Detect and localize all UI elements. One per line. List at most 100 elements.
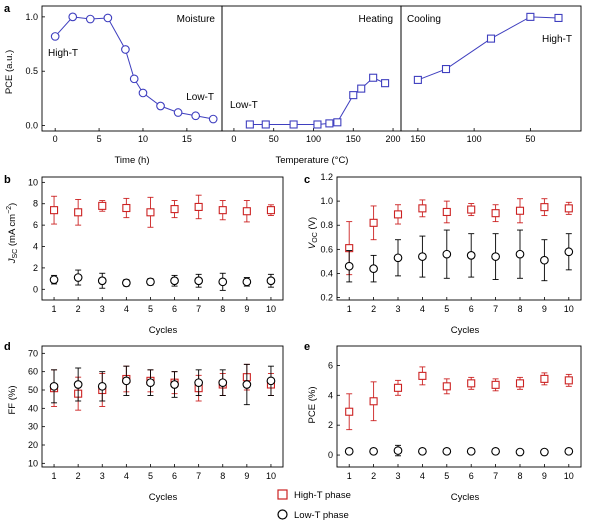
xlabel-b: Cycles (149, 325, 178, 336)
xtick-label-d-3: 4 (124, 471, 129, 481)
ylabel-b: JSC (mA cm−2) (6, 203, 19, 264)
point-d-low-1 (73, 380, 83, 389)
xtick-label-c-7: 8 (517, 304, 522, 314)
xtick-label-a-1: 5 (97, 134, 102, 144)
ytick-label-d-4: 50 (28, 385, 38, 395)
point-d-low-3 (121, 376, 131, 386)
xtick-label-e-7: 8 (517, 471, 522, 481)
point-a-8 (173, 108, 183, 117)
ylabel-b-sub: SC (12, 249, 19, 259)
panel-label-d: d (4, 341, 11, 353)
point-c-low-2 (393, 253, 403, 263)
xlabel-heating: Temperature (°C) (276, 155, 349, 166)
point-a-9 (191, 111, 201, 121)
point-e-high-9 (564, 376, 573, 385)
xtick-label-e-8: 9 (542, 471, 547, 481)
point-c-low-0 (344, 261, 354, 271)
xtick-label-a-heating-0: 0 (231, 134, 236, 144)
xtick-label-c-3: 4 (420, 304, 425, 314)
ytick-label-d-2: 30 (28, 422, 38, 432)
panel-label-b: b (4, 174, 11, 186)
xtick-label-d-7: 8 (220, 471, 225, 481)
series-line-a-cooling (417, 16, 559, 81)
point-a-heating-8 (369, 73, 378, 82)
xtick-label-d-1: 2 (76, 471, 81, 481)
xtick-label-c-1: 2 (371, 304, 376, 314)
label-low-t-heating: Low-T (230, 100, 258, 111)
point-a-1 (68, 12, 78, 22)
xtick-label-e-1: 2 (371, 471, 376, 481)
point-a-cooling-0 (413, 75, 422, 84)
annotation-cooling: Cooling (407, 14, 441, 25)
frame-d (41, 345, 284, 468)
point-c-low-3 (418, 252, 427, 261)
xlabel-e: Cycles (451, 492, 480, 503)
xtick-label-a-heating-4: 200 (386, 134, 401, 144)
point-c-low-7 (515, 249, 525, 259)
xtick-label-b-8: 9 (244, 304, 249, 314)
xtick-label-b-6: 7 (196, 304, 201, 314)
frame-a-cooling (400, 5, 582, 132)
point-c-high-8 (540, 203, 549, 212)
point-a-0 (50, 32, 60, 41)
point-e-low-1 (369, 446, 378, 456)
xtick-label-b-3: 4 (124, 304, 129, 314)
point-a-heating-3 (313, 120, 322, 129)
ytick-label-d-1: 20 (28, 440, 38, 450)
point-e-high-2 (393, 383, 403, 392)
ytick-label-b-1: 2 (33, 263, 38, 273)
xtick-label-b-9: 10 (266, 304, 276, 314)
xtick-label-a-2: 10 (138, 134, 148, 144)
xtick-label-d-0: 1 (52, 471, 57, 481)
xtick-label-d-6: 7 (196, 471, 201, 481)
ytick-label-e-2: 4 (328, 390, 333, 400)
point-c-low-4 (442, 249, 452, 259)
point-e-low-8 (540, 447, 549, 457)
xtick-label-d-5: 6 (172, 471, 177, 481)
point-b-low-8 (242, 277, 252, 287)
xtick-label-c-2: 3 (395, 304, 400, 314)
xtick-label-c-5: 6 (469, 304, 474, 314)
point-a-heating-5 (333, 118, 342, 127)
xtick-label-d-4: 5 (148, 471, 153, 481)
xtick-label-c-4: 5 (444, 304, 449, 314)
point-c-low-9 (564, 247, 574, 257)
point-b-high-9 (266, 206, 276, 215)
point-a-heating-1 (261, 120, 270, 129)
point-a-cooling-3 (526, 12, 535, 21)
xtick-label-e-4: 5 (444, 471, 449, 481)
point-e-low-3 (418, 446, 427, 456)
point-b-high-0 (49, 206, 59, 215)
label-high-t-cooling: High-T (542, 34, 572, 45)
ylabel-b-end: ) (7, 203, 18, 206)
ytick-label-a-1: 0.5 (25, 66, 38, 76)
point-a-3 (103, 13, 113, 23)
point-a-heating-2 (289, 120, 298, 129)
point-a-cooling-4 (554, 13, 563, 23)
ytick-label-c-3: 0.8 (320, 220, 333, 230)
ytick-label-e-0: 0 (328, 450, 333, 460)
ylabel-b-main: J (7, 258, 18, 264)
label-high-t-time: High-T (48, 48, 78, 59)
point-b-high-6 (194, 202, 203, 211)
xtick-label-a-cooling-1: 100 (467, 134, 482, 144)
point-b-high-7 (218, 206, 227, 215)
xlabel-c: Cycles (451, 325, 480, 336)
xtick-label-b-2: 3 (100, 304, 105, 314)
ytick-label-e-1: 2 (328, 420, 333, 430)
point-a-heating-0 (245, 120, 254, 129)
point-b-high-1 (74, 208, 83, 217)
point-b-high-5 (170, 205, 179, 214)
xtick-label-e-0: 1 (347, 471, 352, 481)
ytick-label-b-5: 10 (28, 177, 38, 187)
xtick-label-c-9: 10 (564, 304, 574, 314)
point-e-high-4 (442, 382, 451, 391)
point-e-high-5 (467, 379, 476, 388)
xtick-label-b-4: 5 (148, 304, 153, 314)
frame-e (336, 345, 582, 468)
point-b-high-2 (98, 201, 107, 210)
ylabel-d: FF (%) (7, 385, 18, 414)
xtick-label-b-1: 2 (76, 304, 81, 314)
ytick-label-d-0: 10 (28, 458, 38, 468)
ytick-label-b-3: 6 (33, 220, 38, 230)
